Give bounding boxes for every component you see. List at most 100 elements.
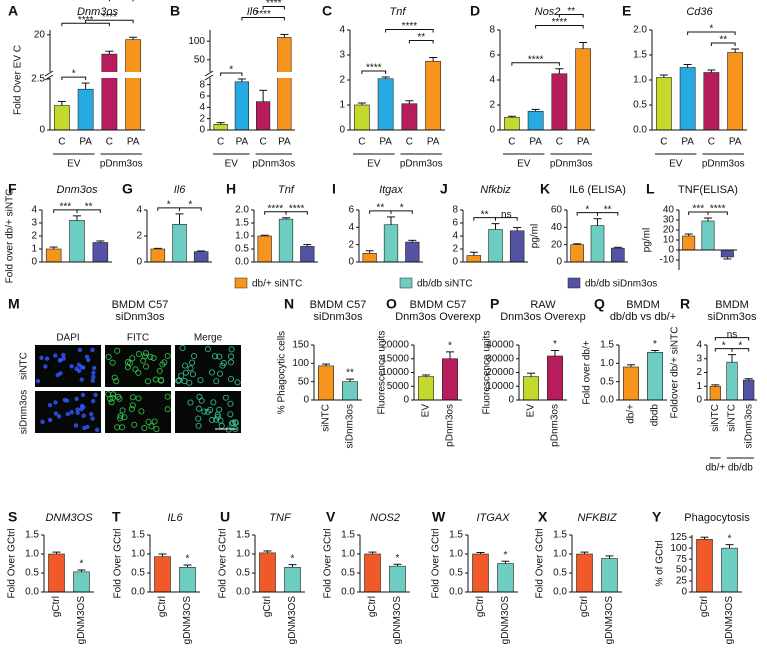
cell [208, 416, 216, 424]
x-tick-label: PA [379, 137, 392, 148]
panel-subtitle: siDnm3os [116, 311, 165, 323]
y-tick-label: 0 [303, 395, 309, 406]
x-tick-label: PA [681, 137, 694, 148]
y-tick-label: 1.5 [600, 340, 614, 351]
cell [53, 353, 58, 358]
cell [108, 399, 115, 406]
y-tick-label: 3 [696, 353, 702, 364]
bar [125, 39, 142, 131]
y-axis-label: Fold Over EV C [13, 45, 24, 115]
y-tick-label: 5000 [387, 381, 410, 392]
cell [86, 357, 91, 363]
column-label: FITC [127, 333, 149, 344]
panel-letter: E [622, 3, 631, 19]
significance: * [722, 340, 726, 351]
cell [115, 393, 122, 400]
bar [547, 355, 563, 401]
x-tick-label: C [660, 137, 667, 148]
bar [45, 248, 62, 263]
y-tick-label: 60 [551, 205, 563, 216]
y-tick-label: 10000 [381, 367, 409, 378]
significance: **** [255, 9, 271, 20]
significance: ** [719, 35, 727, 46]
cell [138, 408, 145, 415]
y-axis-label: Fluorescence units [377, 331, 388, 415]
x-tick-label: C [406, 137, 413, 148]
significance: **** [366, 63, 382, 74]
bar [576, 553, 593, 593]
panel-letter: Y [652, 509, 662, 525]
y-tick-label: 0.5 [25, 568, 39, 579]
cell [158, 377, 165, 384]
x-tick-label: pDnm3os [445, 404, 456, 447]
y-axis-label: Fluorescence units [482, 331, 493, 415]
panel-subtitle: siDnm3os [708, 311, 757, 323]
y-tick-label: 50 [298, 376, 310, 387]
y-tick-label: 30 [663, 215, 675, 226]
y-tick-label: 30000 [486, 353, 514, 364]
cell [156, 367, 163, 374]
sig-bracket [61, 76, 87, 81]
significance: *** [692, 204, 704, 215]
y-tick-label: 1.0 [131, 549, 145, 560]
cell [131, 421, 138, 428]
cell [151, 418, 158, 425]
panel-title: IL6 (ELISA) [569, 184, 626, 196]
y-tick-label: 2 [489, 100, 495, 111]
y-tick-label: 1.0 [553, 549, 567, 560]
bar [300, 246, 315, 263]
panel-letter: J [440, 181, 448, 197]
panel-title: NFKBIZ [577, 512, 617, 524]
bar [575, 48, 592, 131]
bar [720, 249, 734, 258]
significance: * [653, 339, 657, 350]
cell [92, 365, 97, 371]
sig-bracket [710, 42, 736, 46]
y-tick-label: 3 [339, 50, 345, 61]
cell [65, 411, 71, 417]
y-tick-label: 15000 [381, 353, 409, 364]
x-tick-label: gCtrl [579, 596, 590, 617]
y-tick-label: 0.0 [235, 257, 249, 268]
cell [227, 411, 234, 418]
y-tick-label: 0 [31, 257, 37, 268]
cell [56, 414, 62, 419]
panel-letter: W [432, 509, 446, 525]
y-tick-label: 8 [452, 205, 458, 216]
panel-title: Cd36 [686, 6, 713, 18]
cell [225, 426, 232, 433]
cell [124, 359, 131, 366]
y-tick-label: 2 [696, 367, 702, 378]
y-tick-label: 0.5 [449, 568, 463, 579]
legend-swatch [567, 277, 581, 289]
bar [696, 539, 713, 593]
cell [69, 364, 74, 369]
cell [197, 377, 204, 384]
cell [216, 406, 223, 413]
cell [62, 397, 68, 403]
cell [113, 378, 120, 385]
cell [227, 375, 235, 383]
sig-bracket [61, 22, 110, 27]
cell [128, 405, 135, 413]
bar [150, 248, 166, 263]
bar [623, 366, 639, 401]
bar [213, 124, 228, 131]
legend-label: db/db siDnm3os [585, 279, 657, 290]
panel-letter: L [646, 181, 655, 197]
cell [105, 391, 112, 398]
significance: **** [113, 0, 129, 1]
x-tick-label: pDnm3os [550, 404, 561, 447]
cell [85, 424, 90, 430]
y-tick-label: 100 [670, 543, 687, 554]
y-tick-label: 1 [31, 244, 37, 255]
panel-subtitle: Dnm3os Overexp [500, 311, 586, 323]
cell [187, 365, 194, 372]
significance: * [553, 339, 557, 350]
x-tick-label: siNTC [710, 404, 721, 432]
cell [164, 352, 171, 359]
x-tick-label: PA [529, 137, 542, 148]
bar [418, 376, 434, 401]
x-tick-label: PA [427, 137, 440, 148]
